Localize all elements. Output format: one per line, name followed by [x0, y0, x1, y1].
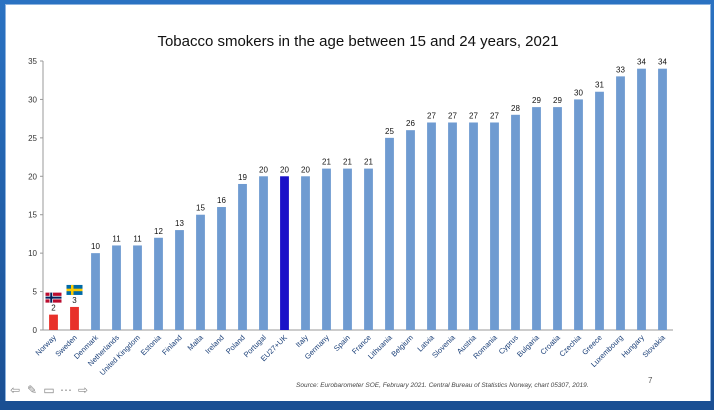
- category-label: Estonia: [139, 332, 164, 357]
- slides-icon[interactable]: ▭: [43, 383, 55, 397]
- menu-icon[interactable]: ⋯: [60, 383, 72, 397]
- bar: [532, 107, 541, 330]
- data-label: 29: [553, 96, 562, 105]
- category-label: Czechia: [557, 332, 583, 358]
- category-label: Bulgaria: [515, 332, 541, 358]
- y-tick-label: 20: [28, 172, 37, 181]
- bar: [280, 176, 289, 330]
- category-label: Spain: [332, 333, 352, 353]
- y-tick-label: 30: [28, 95, 37, 104]
- category-label: Finland: [160, 333, 184, 357]
- chart-title: Tobacco smokers in the age between 15 an…: [157, 33, 559, 50]
- data-label: 11: [112, 234, 121, 243]
- y-tick-label: 35: [28, 57, 37, 66]
- bar: [112, 245, 121, 330]
- data-label: 27: [448, 111, 457, 120]
- category-label: Romania: [471, 332, 499, 360]
- bar: [574, 99, 583, 330]
- y-tick-label: 0: [33, 326, 38, 335]
- data-label: 28: [511, 104, 520, 113]
- data-label: 27: [427, 111, 436, 120]
- data-label: 34: [637, 58, 646, 67]
- bar: [385, 137, 394, 330]
- data-label: 20: [259, 165, 268, 174]
- sweden-flag-icon: [66, 284, 83, 295]
- y-tick-label: 5: [33, 288, 38, 297]
- bar: [322, 168, 331, 330]
- category-label: Lithuania: [366, 332, 394, 360]
- data-label: 29: [532, 96, 541, 105]
- data-label: 12: [154, 227, 163, 236]
- bar: [406, 130, 415, 330]
- y-tick-label: 15: [28, 211, 37, 220]
- source-note: Source: Eurobarometer SOE, February 2021…: [296, 382, 589, 389]
- data-label: 3: [72, 296, 77, 305]
- bar: [259, 176, 268, 330]
- data-label: 31: [595, 81, 604, 90]
- bar: [448, 122, 457, 330]
- bar: [238, 183, 247, 330]
- category-label: Slovakia: [640, 332, 667, 359]
- bar: [427, 122, 436, 330]
- bar: [616, 76, 625, 330]
- category-label: Italy: [294, 333, 310, 349]
- data-label: 16: [217, 196, 226, 205]
- category-label: Ireland: [203, 333, 226, 356]
- data-label: 20: [301, 165, 310, 174]
- bar: [217, 207, 226, 330]
- bar: [133, 245, 142, 330]
- category-label: Belgium: [389, 333, 415, 359]
- data-label: 26: [406, 119, 415, 128]
- bar: [70, 306, 79, 330]
- page-number: 7: [648, 376, 653, 385]
- data-label: 19: [238, 173, 247, 182]
- bar: [343, 168, 352, 330]
- data-label: 33: [616, 65, 625, 74]
- bar: [175, 230, 184, 330]
- data-label: 27: [469, 111, 478, 120]
- data-label: 21: [343, 158, 352, 167]
- arrow-right-icon[interactable]: ⇨: [77, 383, 89, 397]
- pen-icon[interactable]: ✎: [26, 383, 38, 397]
- data-label: 20: [280, 165, 289, 174]
- data-label: 30: [574, 88, 583, 97]
- bar: [91, 253, 100, 330]
- bar: [595, 91, 604, 330]
- data-label: 27: [490, 111, 499, 120]
- data-label: 34: [658, 58, 667, 67]
- y-tick-label: 10: [28, 249, 37, 258]
- data-label: 21: [322, 158, 331, 167]
- data-label: 15: [196, 204, 205, 213]
- norway-flag-icon: [45, 292, 62, 303]
- bar: [469, 122, 478, 330]
- category-label: Slovenia: [430, 332, 457, 359]
- data-label: 10: [91, 242, 100, 251]
- bar: [637, 68, 646, 330]
- bar: [553, 107, 562, 330]
- bar: [658, 68, 667, 330]
- data-label: 25: [385, 127, 394, 136]
- bar: [196, 214, 205, 330]
- data-label: 2: [51, 304, 56, 313]
- data-label: 11: [133, 234, 142, 243]
- arrow-left-icon[interactable]: ⇦: [9, 383, 21, 397]
- bar: [490, 122, 499, 330]
- bar: [364, 168, 373, 330]
- bar: [49, 314, 58, 330]
- bar: [511, 114, 520, 330]
- data-label: 13: [175, 219, 184, 228]
- bar: [154, 237, 163, 330]
- slide-nav: ⇦ ✎ ▭ ⋯ ⇨: [8, 383, 90, 397]
- bottom-bar: [0, 401, 714, 410]
- bar: [301, 176, 310, 330]
- data-label: 21: [364, 158, 373, 167]
- y-tick-label: 25: [28, 134, 37, 143]
- bar-chart: 051015202530352Norway3Sweden10Denmark11N…: [28, 57, 673, 377]
- slide: Tobacco smokers in the age between 15 an…: [5, 4, 711, 402]
